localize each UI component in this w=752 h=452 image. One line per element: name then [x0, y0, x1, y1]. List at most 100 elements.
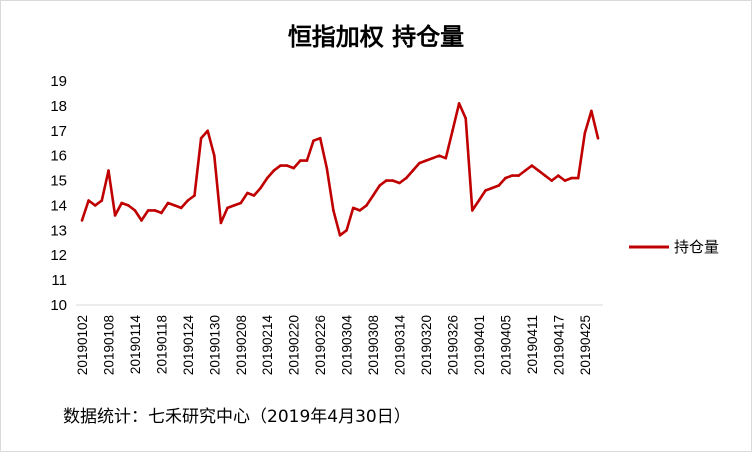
data-point — [517, 174, 520, 177]
data-point — [226, 206, 229, 210]
y-tick-label: 16 — [50, 148, 67, 165]
x-tick-label: 20190425 — [578, 315, 593, 375]
y-tick-label: 13 — [50, 222, 67, 239]
legend: 持仓量 — [629, 238, 719, 256]
x-tick-label: 20190320 — [419, 315, 434, 375]
data-point — [179, 206, 183, 210]
data-point — [490, 186, 494, 190]
data-point — [385, 179, 388, 182]
data-point — [418, 161, 421, 165]
data-point — [246, 191, 249, 195]
x-tick-label: 20190102 — [75, 315, 90, 375]
legend-label: 持仓量 — [674, 238, 719, 256]
data-point — [325, 166, 329, 170]
data-point — [537, 169, 540, 172]
data-point — [358, 209, 362, 212]
series-line — [80, 102, 600, 237]
data-point — [166, 201, 170, 205]
data-point — [338, 234, 342, 237]
source-note: 数据统计：七禾研究中心（2019年4月30日） — [63, 407, 411, 427]
data-point — [510, 174, 514, 177]
x-axis-tick-labels: 20190102 20190108 20190114 20190118 20190124… — [75, 315, 593, 376]
series-group — [80, 102, 600, 237]
data-point — [239, 201, 243, 205]
data-point — [199, 136, 203, 140]
data-point — [411, 169, 415, 172]
data-point — [173, 204, 176, 207]
data-point — [186, 199, 190, 202]
x-tick-label: 20190226 — [313, 315, 328, 375]
data-point — [457, 102, 461, 105]
data-point — [100, 199, 104, 202]
data-point — [107, 169, 110, 172]
data-point — [365, 204, 368, 207]
data-point — [391, 179, 395, 182]
data-point — [312, 139, 315, 142]
data-point — [318, 136, 322, 140]
data-point — [259, 186, 262, 190]
data-point — [378, 184, 382, 187]
x-tick-label: 20190417 — [551, 315, 566, 375]
chart-title: 恒指加权 持仓量 — [288, 23, 464, 51]
x-tick-label: 20190108 — [101, 315, 116, 375]
data-point — [576, 176, 580, 180]
y-tick-label: 17 — [50, 123, 67, 140]
data-point — [153, 209, 157, 212]
data-point — [345, 229, 348, 232]
data-point — [371, 194, 375, 197]
data-point — [80, 219, 84, 222]
x-tick-label: 20190308 — [366, 315, 381, 375]
y-tick-label: 10 — [50, 297, 67, 314]
data-point — [265, 176, 269, 180]
x-tick-label: 20190130 — [207, 315, 222, 375]
data-point — [160, 211, 163, 215]
data-point — [504, 176, 507, 180]
x-tick-label: 20190124 — [181, 315, 196, 376]
data-point — [563, 179, 567, 182]
data-point — [583, 132, 587, 135]
data-point — [120, 201, 123, 205]
x-tick-label: 20190304 — [340, 315, 355, 376]
data-point — [437, 154, 441, 157]
x-tick-label: 20190405 — [498, 315, 513, 375]
data-point — [232, 204, 236, 207]
data-point — [431, 156, 434, 160]
data-point — [285, 164, 289, 167]
data-point — [252, 194, 256, 197]
x-tick-label: 20190220 — [287, 315, 302, 375]
data-point — [206, 129, 209, 133]
data-point — [444, 156, 448, 160]
data-point — [332, 209, 335, 212]
data-point — [87, 199, 90, 202]
data-point — [219, 221, 223, 225]
data-point — [484, 189, 487, 192]
x-tick-label: 20190401 — [472, 315, 487, 375]
data-point — [398, 181, 401, 185]
data-point — [596, 136, 600, 140]
data-point — [127, 204, 130, 207]
x-tick-label: 20190214 — [260, 315, 275, 376]
data-point — [550, 179, 553, 182]
x-tick-label: 20190411 — [525, 315, 540, 374]
data-point — [193, 194, 196, 197]
data-point — [497, 184, 501, 187]
data-point — [133, 209, 137, 212]
data-point — [451, 129, 454, 133]
data-point — [213, 154, 216, 157]
data-point — [570, 176, 573, 180]
data-point — [305, 159, 309, 162]
x-tick-label: 20190114 — [128, 315, 143, 375]
data-point — [146, 209, 150, 212]
y-axis-tick-labels: 10 11 12 13 14 15 16 17 18 19 — [50, 73, 67, 314]
data-point — [557, 174, 560, 177]
data-point — [543, 174, 547, 177]
data-point — [464, 117, 468, 120]
data-point — [424, 159, 428, 162]
x-tick-label: 20190314 — [393, 315, 408, 376]
data-point — [299, 159, 302, 162]
y-tick-label: 12 — [50, 247, 67, 264]
data-point — [93, 204, 97, 207]
x-tick-label: 20190326 — [445, 315, 460, 375]
data-point — [404, 176, 408, 180]
